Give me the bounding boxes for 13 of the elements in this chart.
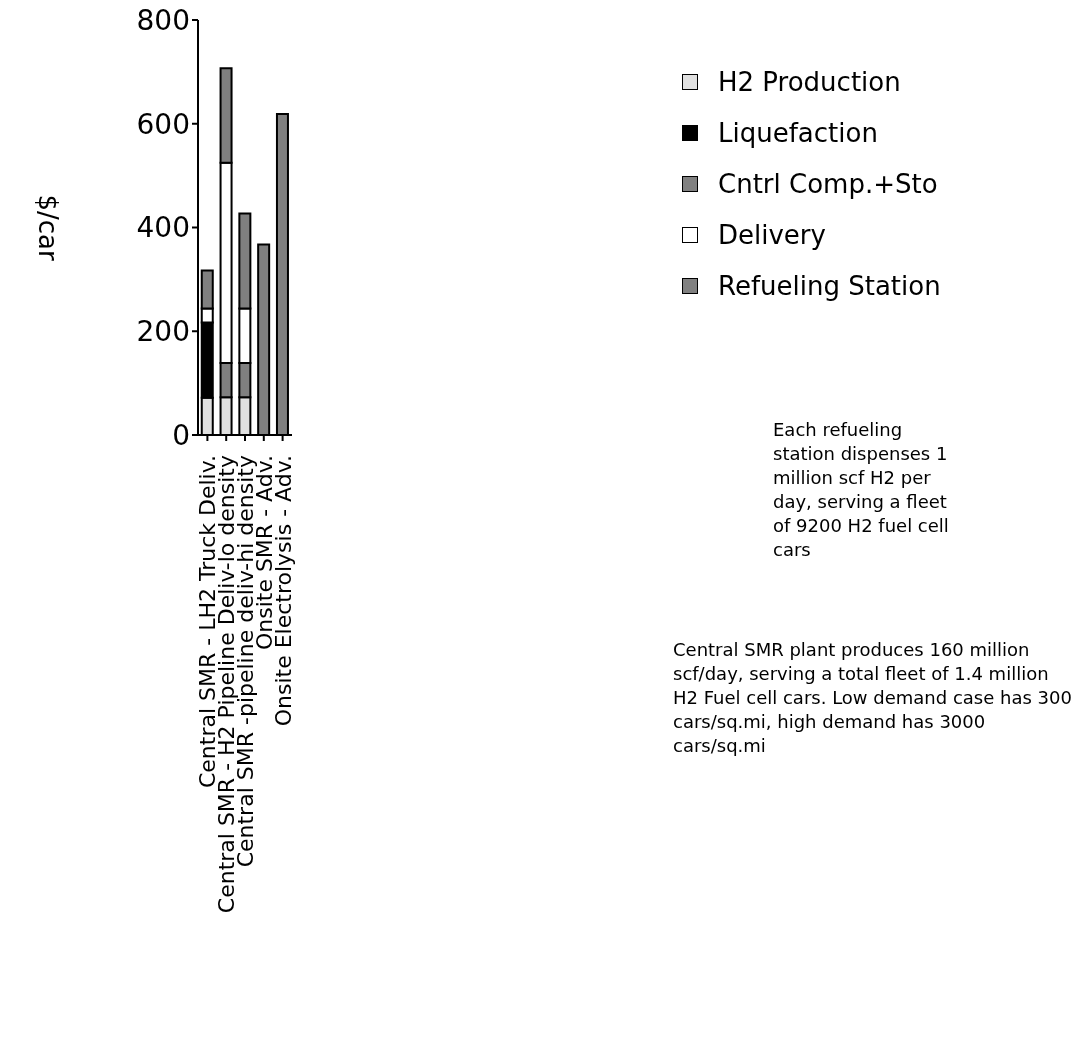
y-tick-label: 800 [136, 3, 190, 37]
legend-label: Liquefaction [718, 117, 878, 148]
y-tick-label: 200 [136, 315, 190, 349]
y-tick-label: 400 [136, 211, 190, 245]
y-tick-label: 0 [172, 418, 190, 452]
y-axis-title: $/car [32, 194, 63, 261]
y-tick-label: 600 [136, 107, 190, 141]
legend-label: Refueling Station [718, 270, 941, 301]
text: Central SMR plant produces 160 million scf/day, serving a total fleet of 1.4 million H2 Fuel cell cars. Low demand case has 300 cars/sq.mi, high demand has 3000 cars/sq.mi [673, 638, 1073, 758]
legend-label: H2 Production [718, 66, 901, 97]
text: Each refueling station dispenses 1 million scf H2 per day, serving a fleet of 9200 H2 fuel cell cars [773, 418, 950, 562]
legend-label: Delivery [718, 219, 826, 250]
legend-label: Cntrl Comp.+Sto [718, 168, 938, 199]
